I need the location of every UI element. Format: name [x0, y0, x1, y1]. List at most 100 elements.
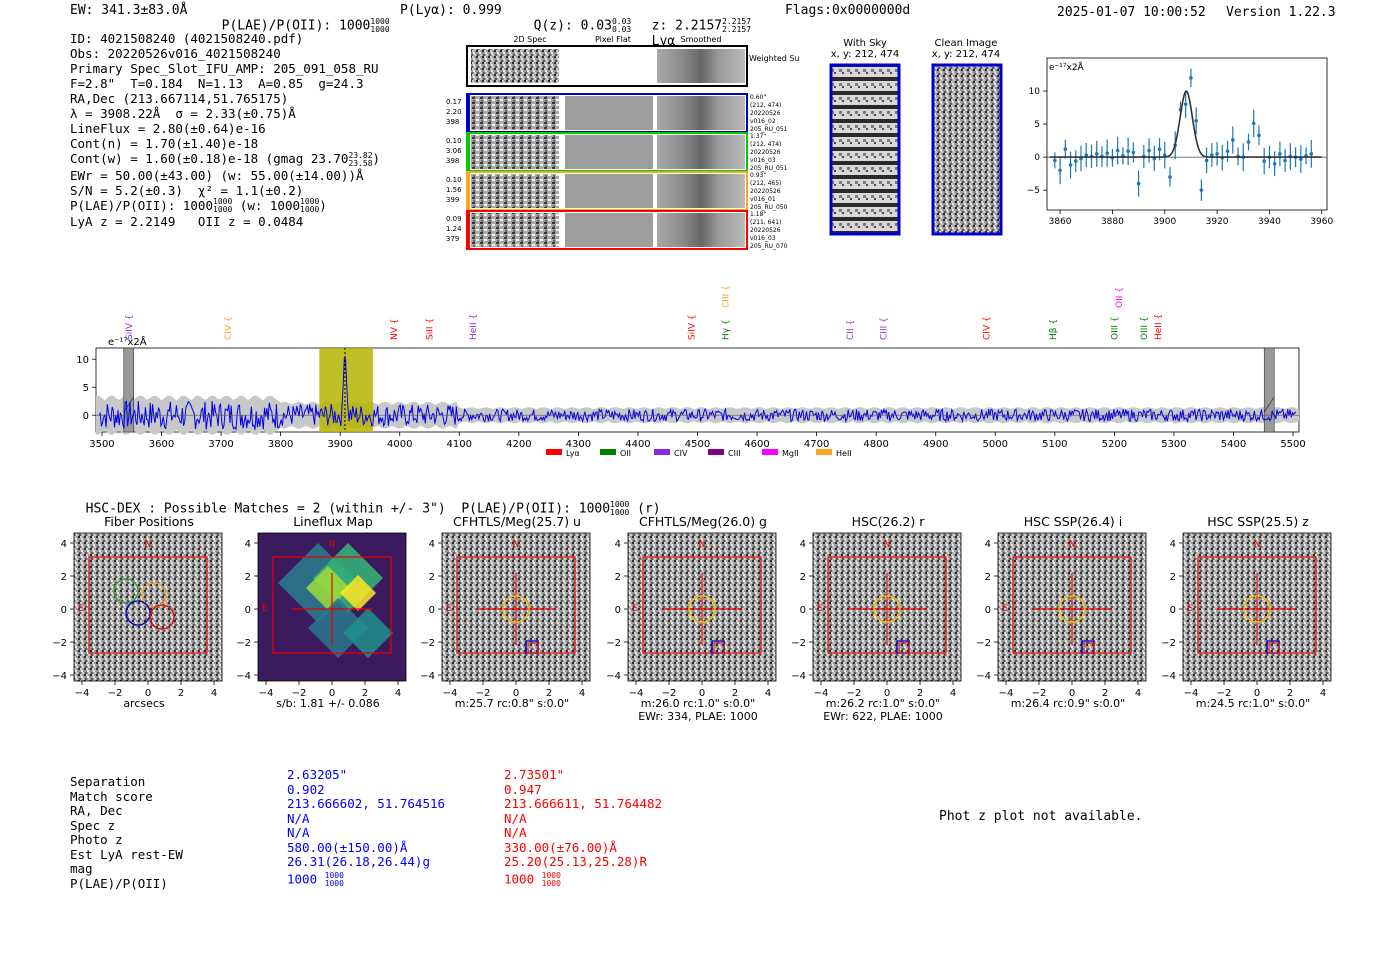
info-ewr: EWr = 50.00(±43.00) (w: 55.00(±14.00))Å: [70, 167, 364, 183]
panel-image: N E 4 −4 2 −2 0 0 −2 2 −4 4: [791, 532, 962, 699]
full-xtick-label: 5100: [1042, 439, 1067, 450]
legend-label: CIV: [674, 449, 688, 458]
panel-ytick-label: 2: [800, 572, 806, 583]
panel-xtick-label: 0: [1069, 688, 1075, 699]
spec2d-row-right-r4: v016_02: [750, 118, 776, 125]
panel-ytick-label: 0: [1170, 605, 1176, 616]
match-blue-plae-hi: 1000: [324, 870, 344, 880]
panel-ytick-label: −2: [791, 638, 806, 649]
panel-xtick-label: 2: [917, 688, 923, 699]
north-label: N: [145, 540, 152, 550]
panel-ytick-label: 4: [1170, 539, 1176, 550]
header-qz-label: Q(z): 0.03: [533, 18, 612, 34]
sky-title: With Sky: [843, 38, 887, 49]
zoom-xtick-label: 3960: [1310, 217, 1333, 227]
zoom-data-point: [1058, 168, 1062, 173]
panel-xtick-label: 4: [1135, 688, 1141, 699]
spec2d-row-right-r5: 205_RU_050: [750, 204, 788, 211]
panel-xtick-label: 4: [950, 688, 956, 699]
zoom-data-point: [1199, 188, 1204, 192]
detection-info: ID: 4021508240 (4021508240.pdf) Obs: 202…: [70, 31, 380, 229]
panel-frame: [812, 532, 962, 682]
full-xtick-label: 5400: [1221, 439, 1246, 450]
match-table-blue: 2.63205" 0.902 213.666602, 51.764516 N/A N/A…: [287, 767, 445, 887]
zoom-xtick-label: 3920: [1206, 217, 1229, 227]
spec2d-row-2dspec: [471, 174, 559, 208]
spec2d-row-flat: [565, 96, 653, 130]
panel-ytick-label: −2: [420, 638, 435, 649]
spec2d-row-marker: [467, 172, 470, 210]
match-red-value: 2.73501": [504, 767, 565, 782]
spec2d-row-2dspec: [471, 213, 559, 247]
panel-xtick-label: −4: [999, 688, 1014, 699]
legend-swatch: [708, 449, 724, 455]
panel-xtick-label: −2: [476, 688, 491, 699]
panel-ytick-label: 2: [1170, 572, 1176, 583]
zoom-data-point: [1309, 152, 1314, 156]
header-plae-lo: 1000: [370, 25, 390, 34]
info-radec: RA,Dec (213.667114,51.765175): [70, 91, 289, 106]
legend-swatch: [600, 449, 616, 455]
header-qz-lo: 0.03: [611, 25, 632, 34]
spec2d-row-left-l2: 2.20: [446, 108, 462, 116]
header-plae: P(LAE)/P(OII): 1000 1000 1000: [206, 3, 390, 34]
panel-xtick-label: −2: [1032, 688, 1047, 699]
info-gmag-lo: 23.58: [348, 158, 373, 168]
full-xtick-label: 4700: [804, 439, 829, 450]
panel-ytick-label: 4: [615, 539, 621, 550]
match-box-red: [1268, 642, 1280, 654]
spec2d-row-left-l2: 1.24: [446, 225, 462, 233]
spec2d-row-smoothed: [657, 213, 745, 247]
spec2d-row-right-r5: 205_RU_051: [750, 165, 788, 172]
panel-xtick-label: 4: [579, 688, 585, 699]
east-label: E: [262, 604, 268, 614]
spec2d-row-right-r2: (212, 465): [750, 180, 781, 187]
match-table-red: 2.73501" 0.947 213.666611, 51.764482 N/A N/A…: [504, 767, 662, 887]
full-spectrum-mask: [123, 347, 135, 433]
spec2d-row-right-r3: 20220526: [750, 188, 781, 195]
full-ytick-label: 5: [83, 383, 89, 394]
full-spectrum-legend: Lyα OII CIV CIII MgII HeII: [546, 449, 852, 458]
legend-swatch: [546, 449, 562, 455]
legend-label: Lyα: [566, 449, 580, 458]
clean-image: [931, 63, 1003, 236]
zoom-data-point: [1105, 151, 1109, 155]
zoom-data-point: [1162, 153, 1167, 157]
match-red-value: N/A: [504, 810, 527, 826]
panel-aperture-box: [88, 556, 208, 654]
match-blue-value: N/A: [287, 810, 310, 826]
full-spectrum-line: [98, 357, 1297, 431]
spec2d-row-left-l1: 0.09: [446, 215, 462, 223]
weighted-smoothed: [657, 49, 745, 83]
full-xtick-label: 4300: [566, 439, 591, 450]
full-xtick-label: 5300: [1161, 439, 1186, 450]
zoom-xtick-label: 3940: [1258, 217, 1281, 227]
match-box-red: [527, 642, 539, 654]
spec2d-row-right-r2: (212, 474): [750, 102, 781, 109]
emission-line-label: OIII {: [1110, 316, 1120, 340]
match-blue-value: 580.00(±150.00)Å: [287, 839, 408, 855]
full-xtick-label: 3900: [327, 439, 352, 450]
lineflux-map-blob: [340, 575, 376, 611]
legend-label: OII: [620, 449, 631, 458]
panel-frame: [73, 532, 223, 682]
weighted-sum-label: Weighted Sum: [749, 54, 800, 63]
north-label: N: [884, 540, 891, 550]
zoom-data-point: [1272, 161, 1277, 166]
spec2d-row-flat: [565, 135, 653, 169]
zoom-data-point: [1157, 147, 1162, 151]
full-spectrum-chart: SiIV {CIV {NV {SiII {HeII {SiIV {CIII {H…: [76, 285, 1306, 458]
zoom-data-point: [1299, 157, 1303, 161]
zoom-data-point: [1126, 149, 1130, 153]
zoom-chart-frame: [1046, 57, 1328, 211]
header-ew: EW: 341.3±83.0Å: [70, 3, 188, 18]
zoom-ytick-label: 5: [1034, 120, 1040, 130]
emission-line-label: OIII {: [1140, 316, 1150, 340]
panel-xtick-label: 2: [1287, 688, 1293, 699]
panel-title: HSC SSP(25.5) z: [1207, 514, 1309, 529]
panel-caption: m:26.0 rc:1.0" s:0.0": [640, 697, 756, 710]
hsc-plae-hi: 1000: [610, 500, 630, 509]
zoom-chart-data: [1047, 68, 1327, 201]
detection-circle: [502, 595, 530, 623]
spec2d-row-right-r3: 20220526: [750, 110, 781, 117]
